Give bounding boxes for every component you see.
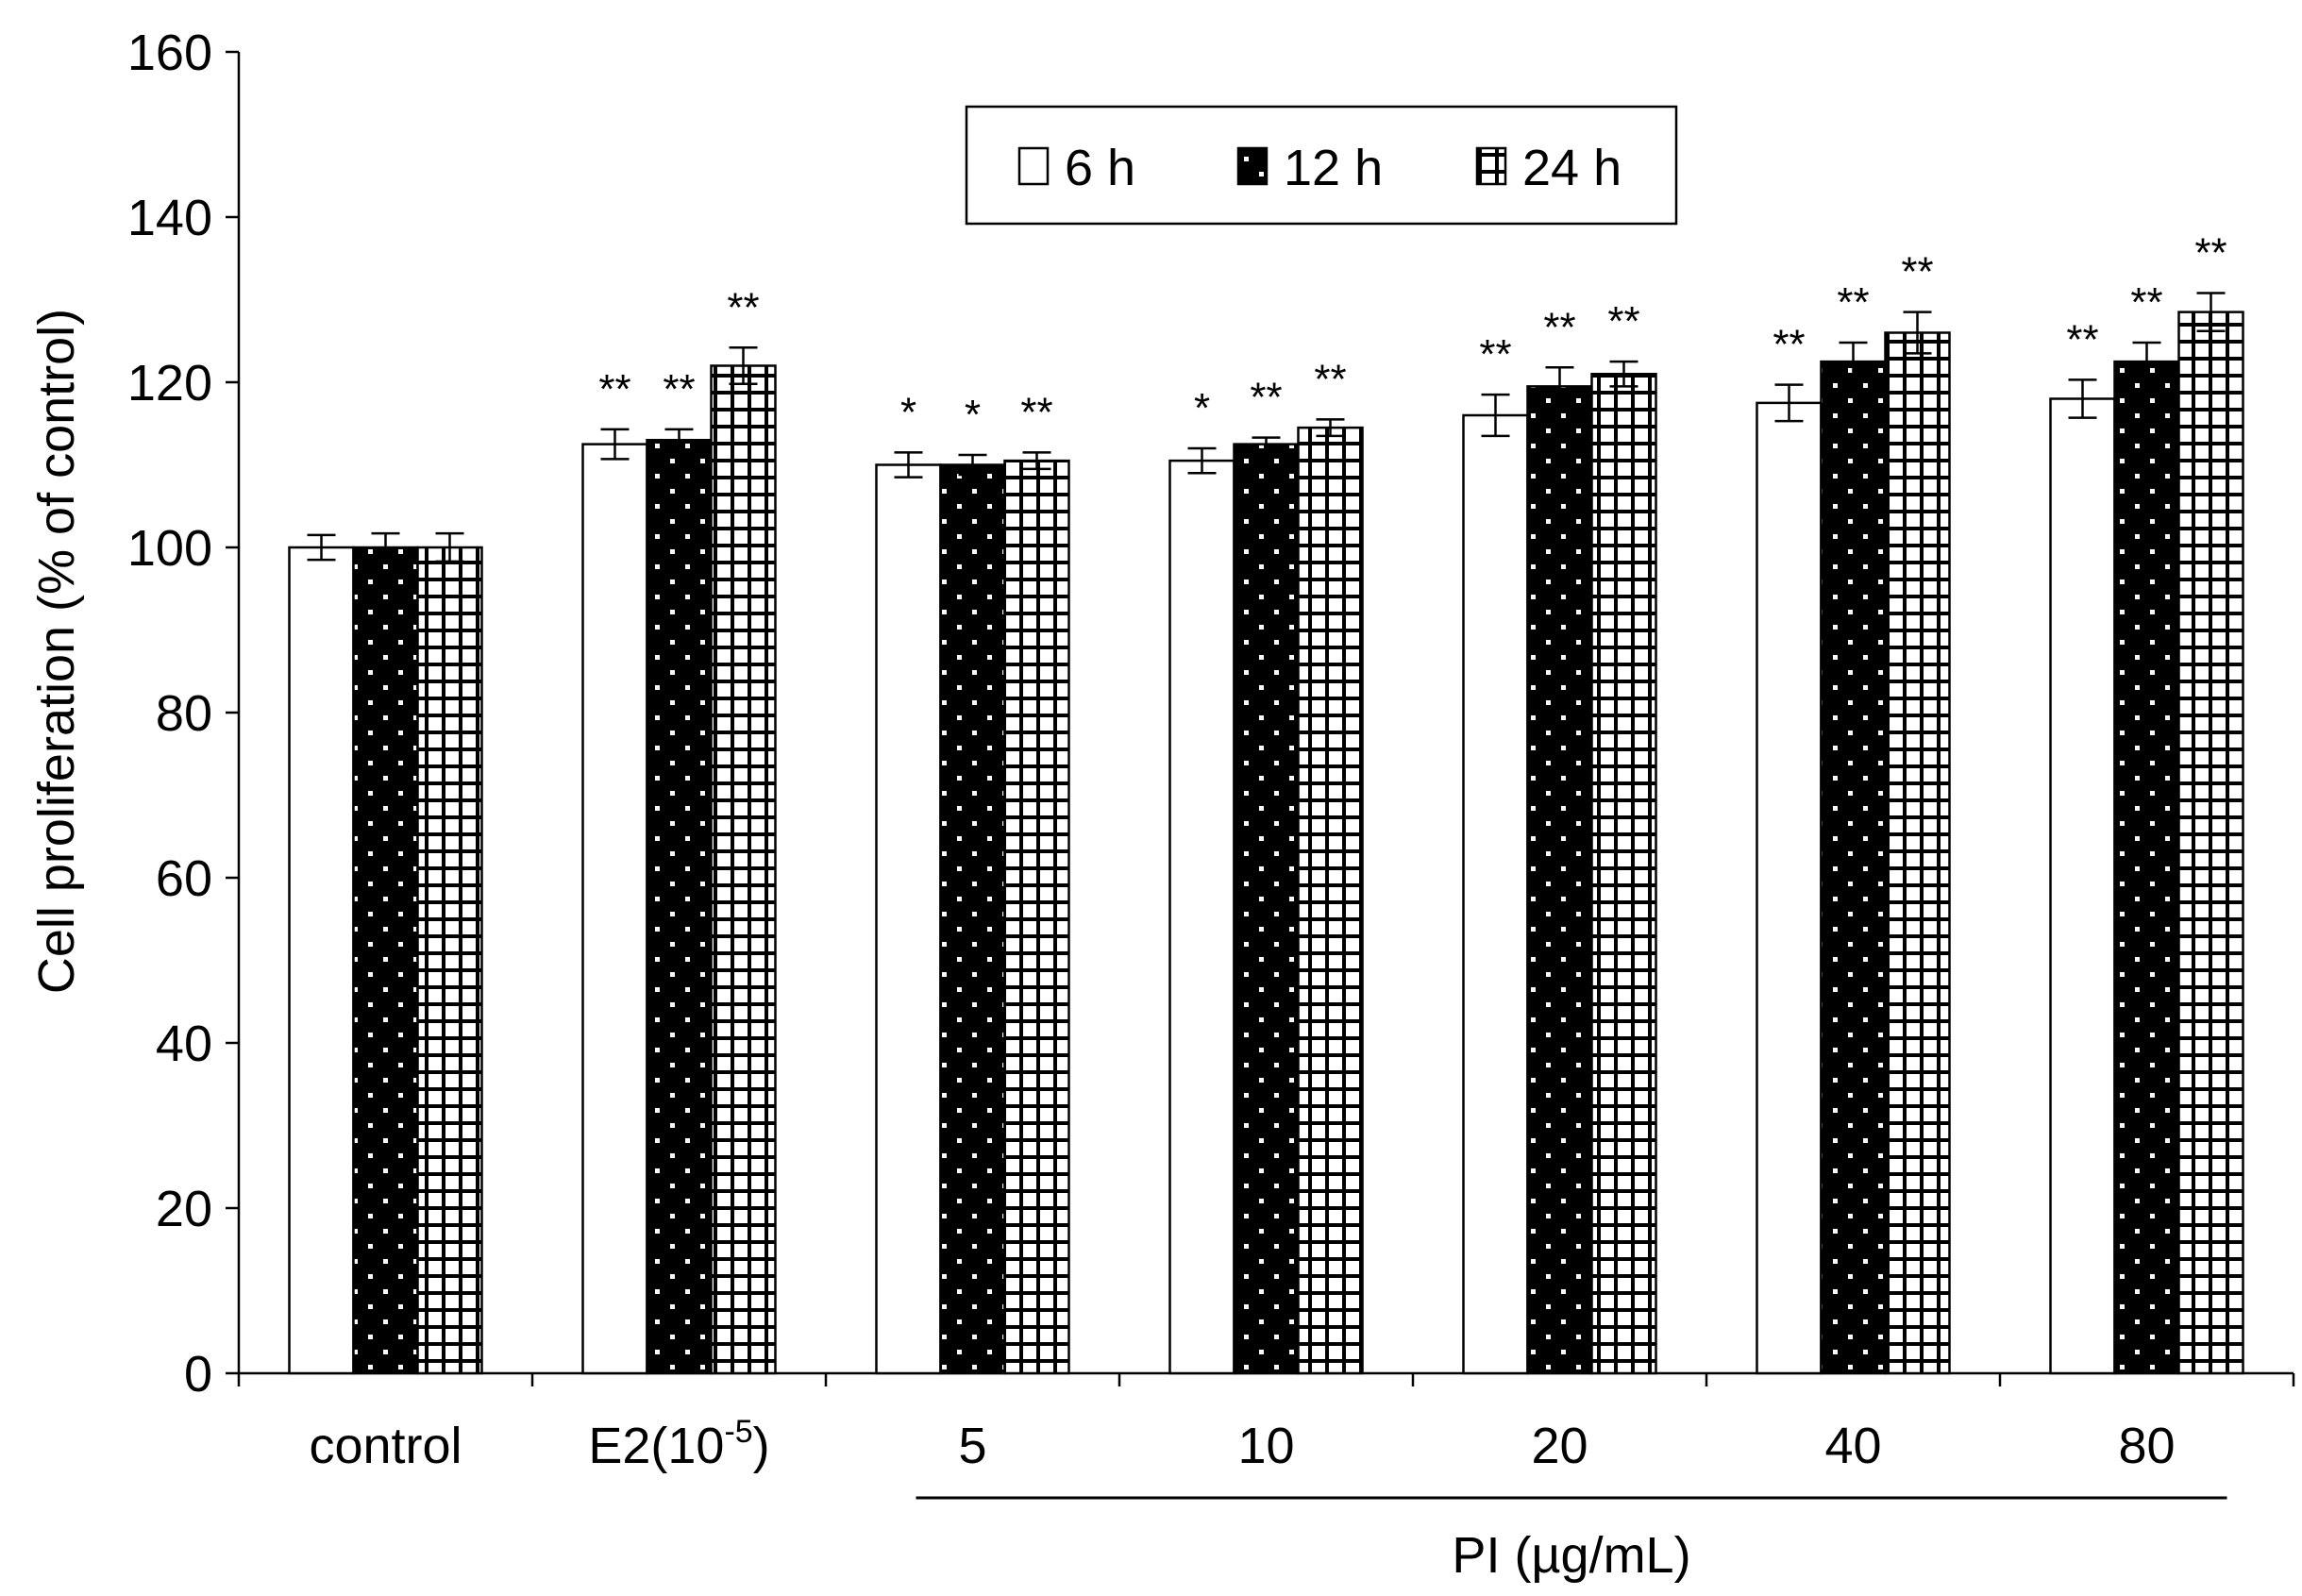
significance-mark: * — [965, 392, 981, 438]
y-tick-label: 80 — [156, 685, 212, 742]
significance-mark: ** — [1901, 249, 1933, 295]
x-axis — [237, 1371, 2295, 1386]
bar — [1233, 443, 1300, 1375]
significance-mark: ** — [1607, 298, 1639, 344]
category-label: E2(10-5) — [588, 1414, 769, 1474]
significance-mark: ** — [663, 366, 695, 412]
bar — [2049, 397, 2116, 1375]
category-label: 40 — [1824, 1418, 1881, 1474]
significance-mark: * — [1194, 385, 1210, 431]
bar — [416, 546, 483, 1375]
category-label: 20 — [1531, 1418, 1588, 1474]
category-label: 80 — [2118, 1418, 2175, 1474]
bar — [1884, 331, 1951, 1375]
bar — [352, 546, 419, 1375]
significance-mark: * — [900, 389, 916, 435]
bar — [2177, 311, 2244, 1375]
bars-group — [288, 311, 2244, 1375]
legend-box — [965, 105, 1678, 226]
category-labels: control E2(10-5) 5 10 20 40 80 — [309, 1414, 2175, 1474]
bar — [1297, 426, 1364, 1375]
significance-mark: ** — [598, 366, 630, 412]
bar — [1526, 385, 1593, 1375]
y-tick-label: 160 — [127, 25, 212, 81]
legend: 6 h 12 h 24 h — [965, 105, 1678, 226]
significance-mark: ** — [1773, 322, 1805, 368]
bar — [1003, 459, 1070, 1375]
bar — [1820, 360, 1887, 1375]
legend-label: 12 h — [1284, 140, 1383, 196]
significance-mark: ** — [2194, 230, 2226, 277]
bar — [710, 364, 777, 1375]
bar — [1462, 413, 1529, 1375]
significance-mark: ** — [1543, 304, 1575, 350]
significance-mark: ** — [1020, 389, 1052, 435]
category-label: 10 — [1237, 1418, 1294, 1474]
legend-swatch — [1236, 146, 1269, 186]
y-tick-label: 20 — [156, 1181, 212, 1237]
y-tick-label: 100 — [127, 520, 212, 577]
significance-mark: ** — [1479, 331, 1511, 378]
bar — [1590, 373, 1657, 1375]
significance-group: ** ***** * ** * ** ****** ** ************ — [598, 230, 2226, 439]
x-axis-label: PI (µg/mL) — [1452, 1527, 1690, 1584]
legend-label: 24 h — [1522, 140, 1621, 196]
category-label: 5 — [958, 1418, 986, 1474]
bar — [2113, 360, 2180, 1375]
bar — [1168, 459, 1235, 1375]
significance-mark: ** — [1837, 279, 1869, 326]
legend-swatch — [1475, 146, 1507, 186]
legend-label: 6 h — [1065, 140, 1135, 196]
category-label: control — [309, 1418, 462, 1474]
significance-mark: ** — [1250, 375, 1282, 421]
bar — [288, 546, 355, 1375]
error-bars-group — [307, 292, 2226, 563]
y-axis: 0 20 40 60 80 100 120 140 160 — [127, 25, 241, 1403]
bar — [646, 439, 713, 1375]
y-axis-label: Cell proliferation (% of control) — [28, 309, 85, 994]
bar — [875, 463, 942, 1375]
y-tick-label: 140 — [127, 190, 212, 246]
significance-mark: ** — [727, 284, 759, 330]
bar — [1756, 401, 1823, 1375]
y-tick-label: 0 — [184, 1346, 212, 1403]
legend-swatch — [1017, 146, 1050, 186]
y-tick-label: 120 — [127, 355, 212, 412]
bar — [939, 463, 1006, 1375]
y-tick-label: 40 — [156, 1016, 212, 1072]
significance-mark: ** — [2130, 279, 2162, 326]
significance-mark: ** — [2066, 316, 2098, 362]
y-tick-label: 60 — [156, 850, 212, 907]
bar — [581, 443, 648, 1375]
significance-mark: ** — [1314, 356, 1346, 402]
